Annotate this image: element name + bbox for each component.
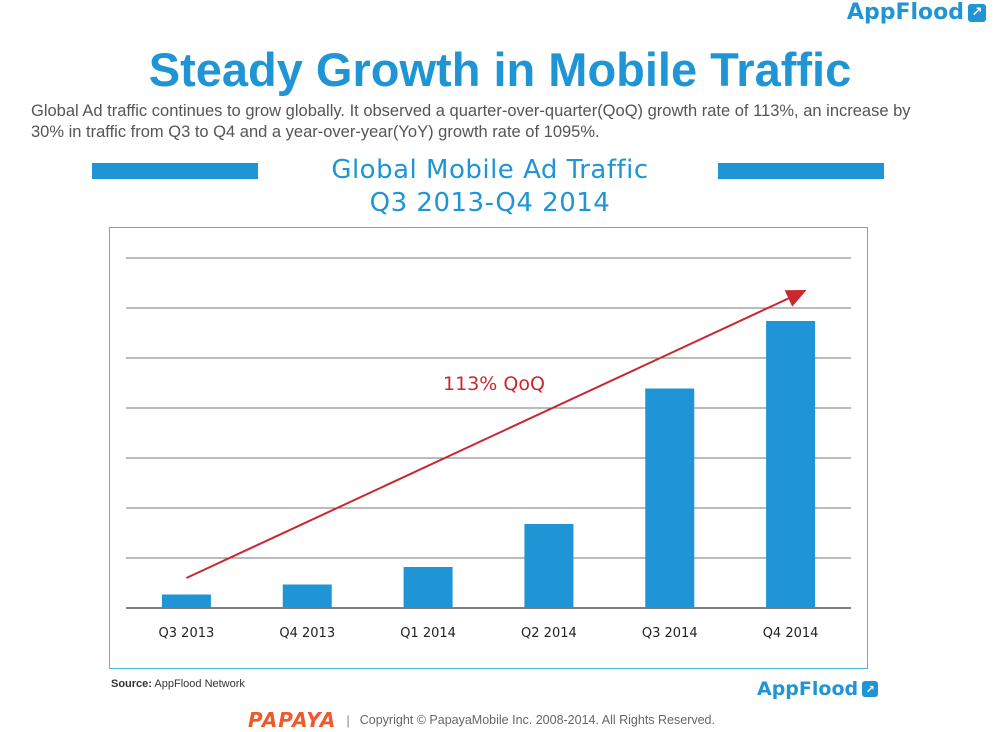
chart-title: Global Mobile Ad Traffic xyxy=(331,155,649,185)
bar xyxy=(282,584,332,608)
bar xyxy=(766,321,816,608)
trend-arrow-head xyxy=(784,290,807,307)
x-tick-label: Q1 2014 xyxy=(400,626,456,641)
x-tick-label: Q4 2013 xyxy=(279,626,335,641)
x-tick-label: Q3 2014 xyxy=(642,626,698,641)
x-tick-label: Q3 2013 xyxy=(159,626,215,641)
title-band-right xyxy=(718,163,884,179)
source-text: AppFlood Network xyxy=(154,678,245,690)
intro-paragraph: Global Ad traffic continues to grow glob… xyxy=(31,101,981,143)
chart-frame xyxy=(109,227,868,669)
bar xyxy=(645,388,695,608)
trend-arrow-line xyxy=(185,297,789,579)
papaya-logo: PAPAYA xyxy=(248,708,337,732)
appflood-logo-bottom-icon: ↗ xyxy=(862,681,879,697)
appflood-logo-icon: ↗ xyxy=(968,3,986,22)
title-band-left xyxy=(92,163,258,179)
bar xyxy=(403,567,453,608)
source-label: Source: xyxy=(111,678,152,690)
bar xyxy=(161,594,211,608)
footer: PAPAYA | Copyright © PapayaMobile Inc. 2… xyxy=(248,708,715,732)
appflood-logo-text: AppFlood xyxy=(846,0,964,25)
bar xyxy=(524,524,574,608)
x-tick-label: Q4 2014 xyxy=(763,626,819,641)
page-title: Steady Growth in Mobile Traffic xyxy=(148,43,852,96)
appflood-logo-bottom-text: AppFlood xyxy=(757,678,859,700)
footer-separator: | xyxy=(346,712,350,728)
source-note: Source: AppFlood Network xyxy=(111,678,245,690)
appflood-logo-bottom: AppFlood ↗ xyxy=(757,678,879,700)
appflood-logo: AppFlood ↗ xyxy=(847,0,986,25)
copyright-text: Copyright © PapayaMobile Inc. 2008-2014.… xyxy=(359,713,715,727)
intro-line-2: 30% in traffic from Q3 to Q4 and a year-… xyxy=(31,123,600,141)
intro-line-1: Global Ad traffic continues to grow glob… xyxy=(31,102,911,120)
annotation-label: 113% QoQ xyxy=(443,373,545,395)
x-tick-label: Q2 2014 xyxy=(521,626,577,641)
chart-subtitle: Q3 2013-Q4 2014 xyxy=(369,188,611,218)
